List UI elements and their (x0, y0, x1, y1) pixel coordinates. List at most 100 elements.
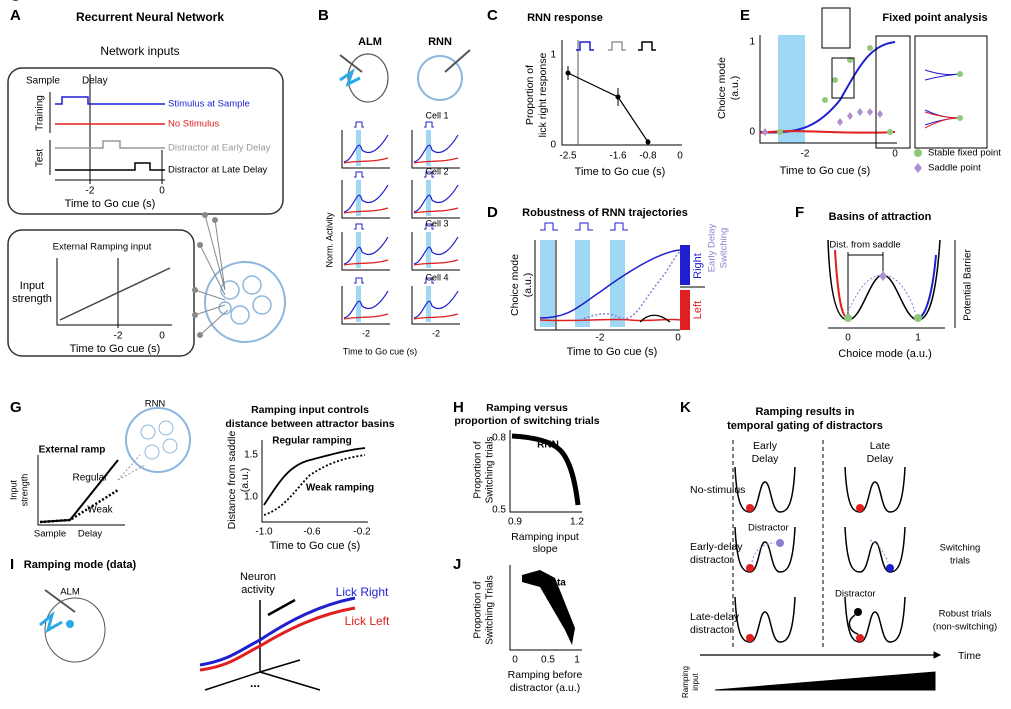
cell-trace (411, 180, 460, 219)
b-xlabel: Time to Go cue (s) (343, 346, 417, 356)
k-robust-1: (non-switching) (933, 622, 997, 633)
k-robust-0: Robust trials (939, 609, 992, 620)
cell-trace (424, 223, 434, 230)
c-yticks-1: 0 (550, 140, 556, 151)
panel-h-art (509, 430, 582, 513)
h-title-0: Ramping versus (486, 402, 568, 414)
c-yticks-0: 1 (550, 50, 556, 61)
b-cells-2: Cell 3 (425, 218, 448, 228)
d-xticks-1: 0 (675, 333, 681, 344)
e-ylabel-1: (a.u.) (729, 76, 741, 101)
g-ylabel-1: strength (19, 474, 29, 507)
sample-shade (356, 180, 361, 216)
cell-trace (343, 184, 389, 213)
a-xlabel: Time to Go cue (s) (65, 198, 156, 210)
panel-c-art (561, 40, 682, 146)
a-legend-3: Distractor at Late Delay (168, 165, 268, 176)
i-title: Ramping mode (data) (24, 559, 137, 571)
f-ylabel: Potential Barrier (963, 248, 974, 320)
b-cells-0: Cell 1 (425, 110, 448, 120)
a-sample: Sample (26, 76, 60, 87)
k-title-0: Ramping results in (755, 406, 854, 418)
panel-d-art (534, 222, 705, 331)
i-lick_right: Lick Right (336, 585, 389, 599)
e-yticks-0: 1 (749, 37, 755, 48)
cell-trace (343, 259, 389, 266)
e-legend-0: Stable fixed point (928, 148, 1001, 159)
c-xticks-1: -1.6 (609, 151, 627, 162)
panel-b-art (339, 49, 471, 325)
cell-trace (413, 157, 459, 164)
cell-trace (413, 207, 459, 214)
cell-trace (343, 157, 389, 164)
k-label: K (680, 399, 691, 416)
cell-trace (343, 236, 389, 265)
c-ylabel-1: lick right response (537, 53, 549, 138)
e-ylabel-0: Choice mode (716, 57, 728, 119)
k-late-1: Delay (867, 453, 895, 465)
g-weak_ramping: Weak ramping (306, 483, 374, 494)
j-ylabel-0: Proportion of (473, 581, 484, 638)
g-weak: Weak (87, 505, 113, 516)
j-tag: Data (544, 578, 566, 589)
cell-trace (343, 134, 389, 163)
a-ramp_ylabel-1: strength (12, 293, 52, 305)
h-title-1: proportion of switching trials (454, 415, 599, 427)
g-yticks-0: 1.5 (244, 450, 258, 461)
g-label: G (10, 399, 22, 416)
g-rnn: RNN (145, 399, 166, 410)
a-xticks-0: -2 (86, 186, 95, 197)
d-ylabel-0: Choice mode (509, 254, 521, 316)
h-xlabel-0: Ramping input (511, 531, 579, 543)
a-delay: Delay (82, 76, 108, 87)
i-dots: ... (250, 676, 260, 690)
a-ramp_ylabel-0: Input (20, 280, 44, 292)
d-label: D (487, 204, 498, 221)
cell-trace (411, 286, 460, 325)
panel-e-art (759, 7, 988, 173)
cell-trace (343, 290, 389, 319)
f-dist: Dist. from saddle (829, 240, 900, 251)
cell-trace (413, 259, 459, 266)
b-cells-3: Cell 4 (425, 272, 448, 282)
b-rnn: RNN (428, 36, 452, 48)
c-ylabel-0: Proportion of (524, 65, 536, 125)
cell-trace (424, 121, 434, 128)
g-xticks-0: -1.0 (255, 527, 273, 538)
d-left: Left (692, 301, 704, 319)
sample-shade (426, 180, 431, 216)
k-early-1: Delay (752, 453, 780, 465)
k-title-1: temporal gating of distractors (727, 420, 883, 432)
e-yticks-1: 0 (749, 127, 755, 138)
e-title: Fixed point analysis (882, 12, 987, 24)
cell-trace (341, 180, 390, 219)
h-tag: RNN (537, 440, 559, 451)
cell-trace (354, 277, 364, 284)
g-xticks-2: -0.2 (353, 527, 371, 538)
d-switching-1: Switching (719, 228, 730, 269)
i-lick_left: Lick Left (345, 614, 390, 628)
a-legend-0: Stimulus at Sample (168, 99, 250, 110)
g-ylabel-0: Input (8, 479, 18, 500)
d-ylabel-1: (a.u.) (522, 273, 534, 298)
a-ramp_xticks-1: 0 (159, 331, 165, 342)
g-xticks-1: -0.6 (303, 527, 321, 538)
g-ramp: External ramp (39, 445, 106, 456)
g-chart_ylabel-0: Distance from saddle (226, 431, 238, 530)
b-xticks-0: -2 (362, 328, 370, 338)
k-switching-0: Switching (940, 543, 981, 554)
h-xlabel-1: slope (532, 543, 557, 555)
sample-shade (426, 286, 431, 322)
h-xticks-0: 0.9 (508, 517, 522, 528)
k-distractor-1: Distractor (835, 589, 876, 600)
i-label: I (10, 556, 14, 573)
h-ylabel-0: Proportion of (473, 441, 484, 498)
d-right: Right (692, 253, 704, 279)
j-xlabel-1: distractor (a.u.) (510, 682, 581, 694)
h-ylabel-1: Switching trials (485, 437, 496, 504)
k-rows-0: No-stimulus (690, 484, 745, 496)
cell-trace (413, 184, 459, 213)
cell-trace (341, 130, 390, 169)
j-label: J (453, 556, 461, 573)
panel-i-art (39, 589, 356, 691)
